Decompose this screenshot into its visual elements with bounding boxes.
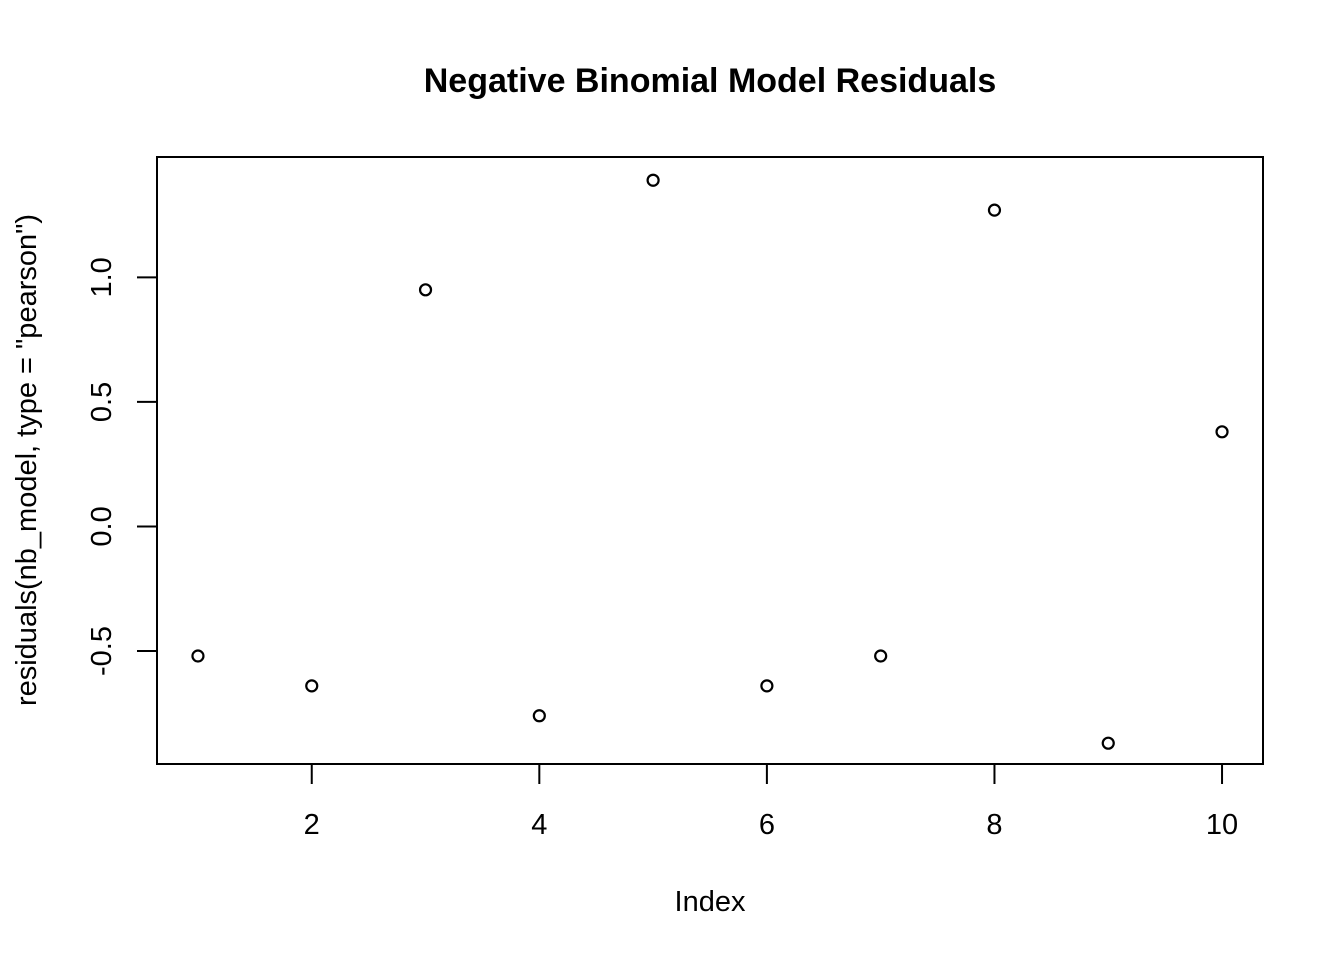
x-tick-label: 6: [759, 809, 775, 841]
x-tick-label: 10: [1206, 809, 1238, 841]
y-tick-label: 1.0: [86, 257, 118, 297]
chart-title: Negative Binomial Model Residuals: [424, 62, 996, 100]
data-point: [305, 679, 319, 693]
data-points: [191, 173, 1229, 750]
y-tick-label: -0.5: [86, 626, 118, 676]
y-tick-label: 0.0: [86, 506, 118, 546]
plot-frame: [156, 156, 1264, 765]
x-tick-label: 2: [304, 809, 320, 841]
y-axis: -0.5 0.0 0.5 1.0: [86, 257, 157, 676]
data-point: [760, 679, 774, 693]
data-point: [1101, 736, 1115, 750]
y-axis-label: residuals(nb_model, type = "pearson"): [11, 214, 43, 706]
data-point: [987, 203, 1002, 217]
x-tick-label: 8: [986, 809, 1002, 841]
y-tick-label: 0.5: [86, 382, 118, 422]
data-point: [646, 173, 660, 187]
data-point: [532, 709, 546, 723]
data-point: [1215, 425, 1229, 439]
data-point: [191, 649, 205, 663]
x-axis-label: Index: [675, 886, 746, 918]
data-point: [418, 283, 433, 297]
x-tick-label: 4: [531, 809, 547, 841]
data-point: [874, 649, 888, 663]
x-axis: 2 4 6 8 10: [304, 764, 1238, 841]
